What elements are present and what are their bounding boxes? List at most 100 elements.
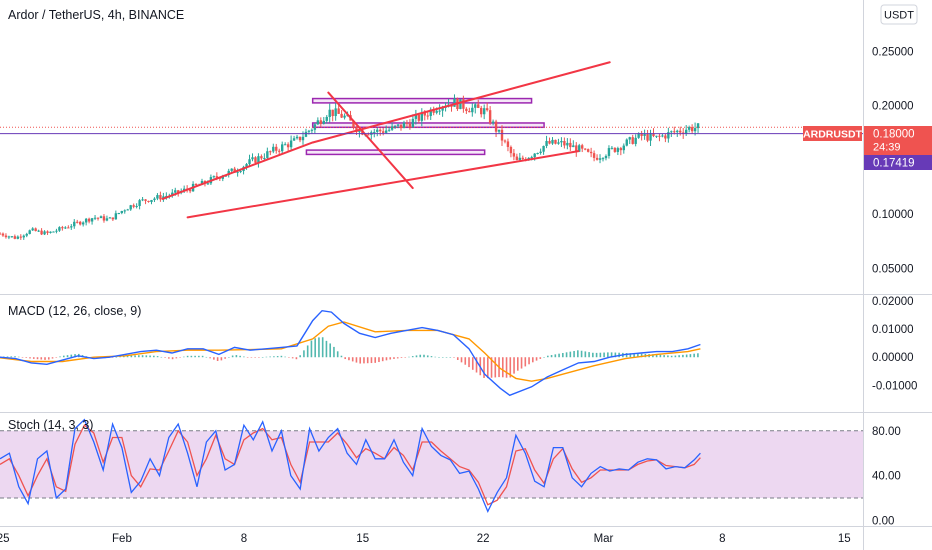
macd-histogram-bar — [295, 357, 298, 360]
trendline[interactable] — [311, 61, 611, 144]
macd-histogram-bar — [573, 350, 575, 358]
macd-histogram-bar — [115, 357, 118, 358]
candle-body — [566, 142, 569, 146]
macd-histogram-bar — [36, 357, 39, 360]
macd-layer — [0, 309, 701, 397]
macd-histogram-bar — [21, 357, 24, 358]
time-axis[interactable]: 25 Feb 8 15 22 Mar 8 15 — [0, 533, 851, 545]
macd-histogram-bar — [404, 357, 407, 358]
macd-signal-line — [0, 321, 701, 382]
candle-body — [646, 134, 649, 141]
candle-body — [245, 164, 248, 167]
macd-histogram-bar — [265, 356, 268, 358]
macd-histogram-bar — [505, 357, 508, 378]
price-pane[interactable] — [0, 0, 863, 293]
macd-histogram-bar — [670, 355, 673, 358]
macd-histogram-bar — [460, 357, 463, 363]
time-axis-label: 8 — [241, 533, 247, 545]
candle-body — [144, 199, 147, 201]
macd-histogram-bar — [126, 355, 129, 358]
trendline[interactable] — [327, 91, 414, 190]
macd-histogram-bar — [438, 357, 440, 358]
candle-body — [325, 116, 328, 121]
candle-body — [108, 217, 112, 219]
candle-body — [260, 156, 263, 159]
candle-body — [640, 133, 643, 136]
candle-body — [257, 156, 260, 163]
candle-body — [81, 222, 85, 225]
macd-histogram-bar — [543, 357, 545, 358]
macd-histogram-bar — [385, 357, 388, 361]
candle-body — [441, 107, 444, 111]
candle-body — [102, 216, 106, 221]
candle-body — [254, 157, 257, 163]
candle-body — [595, 157, 599, 160]
macd-histogram-bar — [509, 357, 512, 378]
candle-body — [248, 159, 251, 165]
resistance-zone[interactable] — [305, 149, 486, 156]
macd-line — [0, 309, 701, 397]
candle-body — [670, 131, 673, 133]
macd-histogram-bar — [577, 350, 579, 358]
candle-body — [316, 120, 320, 125]
resistance-zone[interactable] — [311, 122, 545, 129]
candle-body — [120, 210, 123, 214]
candle-body — [652, 133, 655, 137]
macd-histogram-bar — [423, 354, 425, 358]
candle-body — [569, 142, 572, 148]
candle-body — [578, 145, 581, 152]
symbol-price-tag: ARDRUSDT — [803, 126, 863, 141]
macd-histogram-bar — [449, 357, 452, 358]
macd-histogram-bar — [659, 354, 662, 358]
macd-histogram-bar — [471, 357, 474, 370]
candle-body — [25, 233, 28, 236]
time-axis-label: 15 — [356, 533, 369, 545]
resistance-zone[interactable] — [311, 97, 533, 104]
macd-histogram-bar — [539, 357, 542, 359]
trendlines-layer[interactable] — [161, 61, 611, 219]
candle-body — [607, 148, 611, 156]
candle-body — [278, 150, 281, 152]
candle-body — [352, 120, 355, 128]
macd-histogram-bar — [374, 357, 377, 363]
macd-histogram-bar — [535, 357, 538, 361]
macd-histogram-bar — [168, 357, 170, 359]
candle-body — [343, 115, 346, 118]
candle-body — [679, 130, 682, 133]
candle-body — [117, 213, 121, 215]
macd-histogram-bar — [490, 357, 493, 378]
candle-body — [138, 200, 141, 206]
macd-histogram-bar — [258, 357, 260, 358]
macd-histogram-bar — [351, 357, 354, 362]
candle-body — [272, 146, 275, 152]
candle-body — [530, 157, 533, 159]
macd-histogram-bar — [70, 354, 73, 358]
candle-body — [322, 120, 325, 124]
time-axis-label: Mar — [594, 533, 614, 545]
candle-body — [438, 110, 441, 112]
candle-body — [682, 132, 685, 134]
candle-body — [93, 217, 97, 219]
macd-histogram-bar — [228, 357, 230, 358]
macd-histogram-bar — [610, 352, 613, 358]
macd-histogram-bar — [464, 357, 467, 365]
price-axis[interactable]: 0.25000 0.20000 0.10000 0.05000 0.02000 0.010… — [872, 46, 917, 527]
macd-histogram-bar — [156, 356, 159, 358]
macd-histogram-bar — [201, 355, 204, 358]
price-axis-label: 40.00 — [872, 471, 901, 483]
price-axis-label: 0.25000 — [872, 46, 914, 58]
candle-body — [40, 230, 43, 235]
time-axis-label: 25 — [0, 533, 10, 545]
macd-histogram-bar — [55, 357, 58, 358]
macd-histogram-bar — [243, 356, 245, 358]
trendline[interactable] — [186, 150, 580, 219]
candle-body — [500, 129, 504, 141]
macd-histogram-bar — [580, 350, 583, 358]
candle-body — [592, 153, 596, 158]
candle-body — [503, 140, 507, 142]
candle-body — [283, 144, 287, 146]
currency-button[interactable]: USDT — [880, 4, 918, 25]
trendline[interactable] — [161, 141, 314, 200]
macd-histogram-bar — [441, 357, 444, 358]
